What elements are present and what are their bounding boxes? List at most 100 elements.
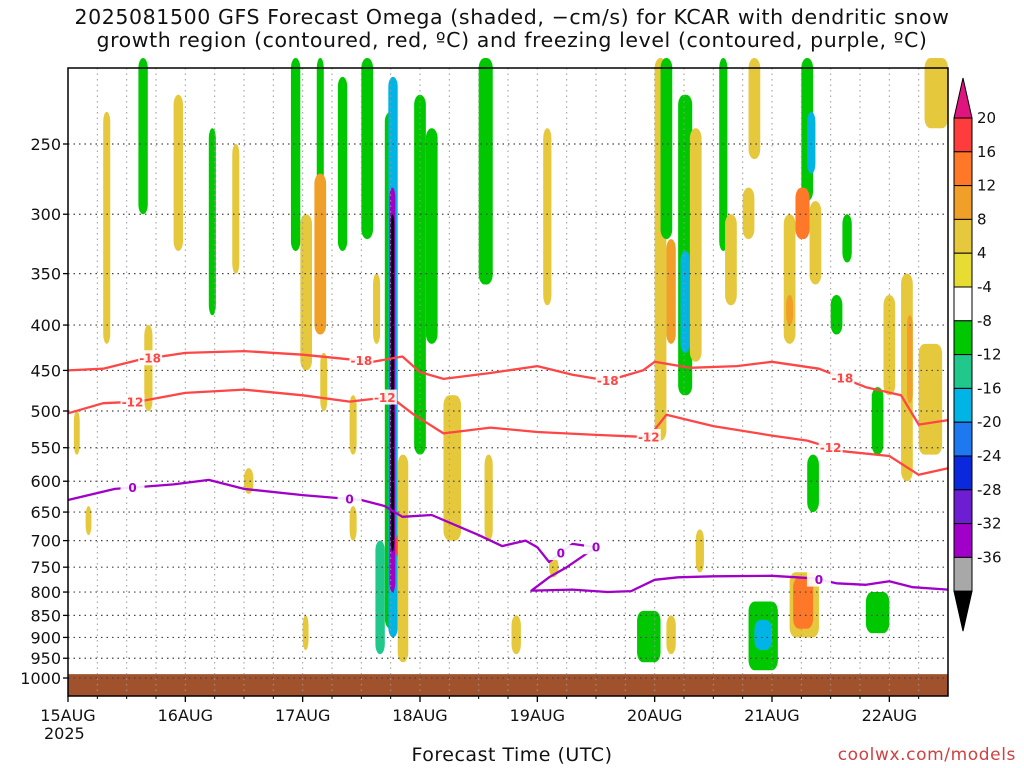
y-tick-label-14: 950 bbox=[30, 649, 61, 668]
colorbar-swatch-2 bbox=[953, 185, 973, 220]
y-tick-label-8: 650 bbox=[30, 503, 61, 522]
omega-region-51 bbox=[871, 387, 884, 455]
colorbar-label-1: 16 bbox=[977, 143, 996, 161]
y-tick-label-10: 750 bbox=[30, 558, 61, 577]
y-tick-label-13: 900 bbox=[30, 628, 61, 647]
x-axis-label: Forecast Time (UTC) bbox=[411, 744, 613, 766]
contour-label-1-2: -12 bbox=[638, 431, 660, 445]
y-axis-ticks: 250 300 350 400 450 500 550 600 650 700 750 800 850 9… bbox=[20, 135, 68, 688]
omega-region-6 bbox=[290, 58, 301, 251]
x-tick-label-0: 15AUG bbox=[40, 706, 95, 725]
colorbar-swatch-13 bbox=[953, 556, 973, 592]
omega-region-57 bbox=[637, 610, 661, 663]
contour-label-bg-2-2 bbox=[548, 545, 573, 561]
omega-region-13 bbox=[349, 395, 357, 455]
colorbar-label-6: -8 bbox=[977, 312, 992, 330]
colorbar-swatch-11 bbox=[953, 489, 973, 525]
contour-label-2-2: 0 bbox=[557, 547, 565, 561]
contour-label-bg-2-1 bbox=[337, 491, 362, 507]
omega-region-3 bbox=[173, 94, 183, 251]
contour-label-0-2: -18 bbox=[597, 374, 619, 388]
omega-region-19 bbox=[390, 214, 395, 552]
contour--18-0 bbox=[67, 349, 949, 426]
colorbar-label-8: -16 bbox=[977, 379, 1002, 397]
colorbar-swatch-9 bbox=[953, 421, 973, 457]
omega-region-14 bbox=[361, 58, 374, 240]
omega-region-64 bbox=[865, 592, 890, 634]
omega-region-53 bbox=[906, 315, 913, 404]
omega-region-34 bbox=[680, 250, 690, 353]
omega-region-50 bbox=[883, 295, 896, 396]
x-tick-label-3: 18AUG bbox=[392, 706, 447, 725]
omega-shading-layer bbox=[73, 58, 948, 671]
y-tick-label-1: 300 bbox=[30, 205, 61, 224]
colorbar-swatch-4 bbox=[953, 252, 973, 288]
contour-label-2-0: 0 bbox=[128, 481, 136, 495]
colorbar-label-7: -12 bbox=[977, 346, 1002, 364]
colorbar-label-10: -24 bbox=[977, 447, 1002, 465]
omega-region-38 bbox=[719, 58, 728, 251]
omega-region-65 bbox=[349, 506, 357, 541]
y-tick-label-2: 350 bbox=[30, 265, 61, 284]
omega-region-43 bbox=[786, 295, 794, 326]
omega-region-41 bbox=[742, 187, 755, 240]
omega-region-66 bbox=[85, 506, 92, 536]
x-tick-label-4: 19AUG bbox=[510, 706, 565, 725]
colorbar-bottom-arrow bbox=[953, 590, 973, 632]
colorbar-swatch-0 bbox=[953, 117, 973, 153]
colorbar-label-13: -36 bbox=[977, 548, 1002, 566]
omega-region-27 bbox=[484, 454, 493, 541]
y-tick-label-4: 450 bbox=[30, 361, 61, 380]
omega-region-22 bbox=[397, 454, 409, 663]
contour-label-2-3: 0 bbox=[592, 541, 600, 555]
contour-label-bg-2-3 bbox=[584, 539, 608, 555]
y-tick-label-15: 1000 bbox=[20, 669, 61, 688]
colorbar-label-5: -4 bbox=[977, 278, 992, 296]
contour-label-0-3: -18 bbox=[832, 372, 854, 386]
credit-text: coolwx.com/models bbox=[837, 745, 1016, 765]
y-tick-label-7: 600 bbox=[30, 472, 61, 491]
colorbar-top-arrow bbox=[953, 77, 973, 119]
omega-region-11 bbox=[314, 173, 327, 335]
omega-region-46 bbox=[809, 201, 822, 285]
colorbar-swatch-6 bbox=[953, 320, 973, 356]
contour-label-2-4: 0 bbox=[815, 573, 823, 587]
contour-label-bg-1-1 bbox=[372, 389, 397, 405]
omega-region-32 bbox=[660, 58, 673, 240]
colorbar-label-4: 4 bbox=[977, 244, 987, 262]
omega-region-68 bbox=[244, 468, 254, 494]
omega-region-8 bbox=[302, 615, 309, 651]
contour-layer: -18 -18 -18 -18 -12 -12 -12 -12 0 0 0 0 0 bbox=[67, 349, 949, 594]
colorbar-label-11: -28 bbox=[977, 481, 1002, 499]
omega-region-47 bbox=[795, 187, 810, 240]
colorbar: 20 16 12 8 4 -4 -8 -12 -16 -20 -24 -28 -32 -36 bbox=[953, 77, 1002, 632]
y-tick-label-0: 250 bbox=[30, 135, 61, 154]
omega-region-21 bbox=[375, 540, 385, 655]
colorbar-label-9: -20 bbox=[977, 413, 1002, 431]
contour-label-2-1: 0 bbox=[345, 493, 353, 507]
colorbar-swatch-10 bbox=[953, 455, 973, 491]
omega-region-0 bbox=[103, 111, 111, 344]
y-tick-label-6: 550 bbox=[30, 439, 61, 458]
colorbar-swatch-8 bbox=[953, 387, 973, 423]
omega-region-25 bbox=[443, 395, 462, 541]
x-tick-label-1: 16AUG bbox=[158, 706, 213, 725]
omega-region-67 bbox=[73, 411, 80, 455]
omega-region-63 bbox=[797, 587, 810, 616]
y-tick-label-9: 700 bbox=[30, 532, 61, 551]
contour-label-bg-0-0 bbox=[138, 350, 163, 366]
colorbar-label-12: -32 bbox=[977, 515, 1002, 533]
x-tick-sublabel-0: 2025 bbox=[44, 724, 85, 743]
colorbar-swatch-7 bbox=[953, 354, 973, 389]
omega-region-4 bbox=[208, 128, 216, 316]
omega-region-10 bbox=[320, 352, 328, 411]
colorbar-label-3: 8 bbox=[977, 210, 987, 228]
contour-label-bg-2-4 bbox=[806, 571, 831, 587]
contour-label-1-1: -12 bbox=[374, 391, 396, 405]
omega-region-48 bbox=[842, 214, 852, 263]
x-tick-label-7: 22AUG bbox=[862, 706, 917, 725]
contour-label-bg-1-0 bbox=[120, 393, 145, 409]
x-tick-label-5: 20AUG bbox=[627, 706, 682, 725]
